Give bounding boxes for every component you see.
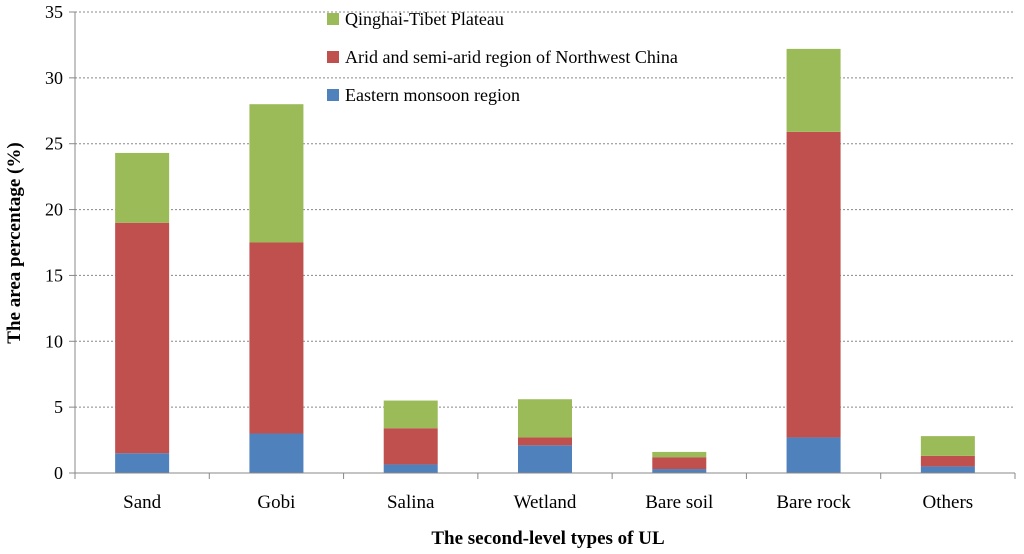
x-tick-label: Bare soil <box>645 492 713 513</box>
y-tick-label: 30 <box>45 68 63 88</box>
axes <box>74 12 1015 474</box>
bar-segment <box>115 152 170 223</box>
gridlines <box>75 11 1015 408</box>
bar-segment <box>249 433 304 473</box>
y-tick-label: 0 <box>54 463 63 483</box>
bar-segment <box>383 400 438 429</box>
x-tick-label: Gobi <box>257 492 295 513</box>
bar-segment <box>518 437 572 446</box>
bar-segment <box>249 242 304 434</box>
x-axis-title: The second-level types of UL <box>431 528 664 549</box>
x-axis-ticks: Sand Gobi Salina Wetland Bare soil Bare rock O… <box>74 473 1016 513</box>
bar-segment <box>920 455 975 467</box>
bar-segment <box>786 437 841 473</box>
bar-segment <box>518 445 572 473</box>
bars <box>115 48 975 473</box>
y-tick-label: 35 <box>45 2 63 22</box>
legend-swatch <box>327 13 339 25</box>
y-axis-title: The area percentage (%) <box>4 142 25 343</box>
y-tick-label: 20 <box>45 200 63 220</box>
y-axis-ticks: 0 5 10 15 20 25 30 35 <box>45 2 75 483</box>
legend-label: Qinghai-Tibet Plateau <box>345 9 504 29</box>
bar-segment <box>786 131 841 438</box>
bar-segment <box>920 436 975 456</box>
y-tick-label: 10 <box>45 331 63 351</box>
x-tick-label: Salina <box>387 492 435 513</box>
legend: Qinghai-Tibet Plateau Arid and semi-arid … <box>327 9 678 105</box>
y-tick-label: 15 <box>45 265 63 285</box>
bar-segment <box>115 453 170 473</box>
legend-swatch <box>327 89 339 101</box>
legend-label: Eastern monsoon region <box>345 85 520 105</box>
bar-segment <box>383 428 438 465</box>
bar-segment <box>786 48 841 132</box>
x-tick-label: Bare rock <box>776 492 851 513</box>
bar-segment <box>652 457 707 470</box>
bar-segment <box>652 469 707 473</box>
x-tick-label: Sand <box>123 492 162 513</box>
y-tick-label: 5 <box>54 397 63 417</box>
x-tick-label: Others <box>923 492 974 513</box>
bar-segment <box>249 104 304 243</box>
legend-label: Arid and semi-arid region of Northwest C… <box>345 47 678 67</box>
bar-segment <box>383 464 438 473</box>
bar-segment <box>652 451 707 458</box>
legend-swatch <box>327 51 339 63</box>
bar-segment <box>518 399 572 438</box>
bar-segment <box>920 466 975 473</box>
x-tick-label: Wetland <box>514 492 577 513</box>
bar-segment <box>115 222 170 454</box>
y-tick-label: 25 <box>45 134 63 154</box>
